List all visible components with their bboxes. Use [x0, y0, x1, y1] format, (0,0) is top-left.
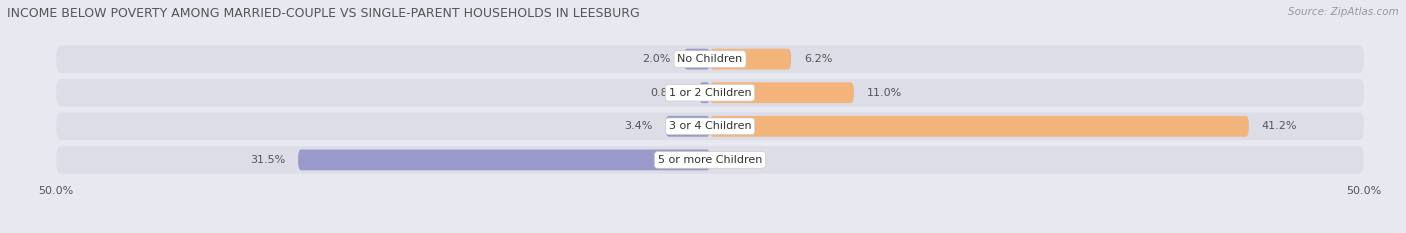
Text: 3 or 4 Children: 3 or 4 Children — [669, 121, 751, 131]
Text: 11.0%: 11.0% — [868, 88, 903, 98]
Text: 3.4%: 3.4% — [624, 121, 652, 131]
FancyBboxPatch shape — [710, 82, 853, 103]
FancyBboxPatch shape — [56, 146, 1364, 174]
FancyBboxPatch shape — [683, 49, 710, 69]
FancyBboxPatch shape — [56, 113, 1364, 140]
FancyBboxPatch shape — [699, 82, 710, 103]
Text: INCOME BELOW POVERTY AMONG MARRIED-COUPLE VS SINGLE-PARENT HOUSEHOLDS IN LEESBUR: INCOME BELOW POVERTY AMONG MARRIED-COUPL… — [7, 7, 640, 20]
FancyBboxPatch shape — [56, 45, 1364, 73]
FancyBboxPatch shape — [665, 116, 710, 137]
Text: 0.83%: 0.83% — [651, 88, 686, 98]
Text: 1 or 2 Children: 1 or 2 Children — [669, 88, 751, 98]
FancyBboxPatch shape — [710, 49, 792, 69]
FancyBboxPatch shape — [56, 79, 1364, 106]
FancyBboxPatch shape — [710, 116, 1249, 137]
Text: 6.2%: 6.2% — [804, 54, 832, 64]
Text: 31.5%: 31.5% — [250, 155, 285, 165]
Text: 2.0%: 2.0% — [643, 54, 671, 64]
Text: 5 or more Children: 5 or more Children — [658, 155, 762, 165]
Text: 0.0%: 0.0% — [723, 155, 751, 165]
Text: 41.2%: 41.2% — [1261, 121, 1298, 131]
Text: Source: ZipAtlas.com: Source: ZipAtlas.com — [1288, 7, 1399, 17]
Text: No Children: No Children — [678, 54, 742, 64]
FancyBboxPatch shape — [298, 150, 710, 170]
